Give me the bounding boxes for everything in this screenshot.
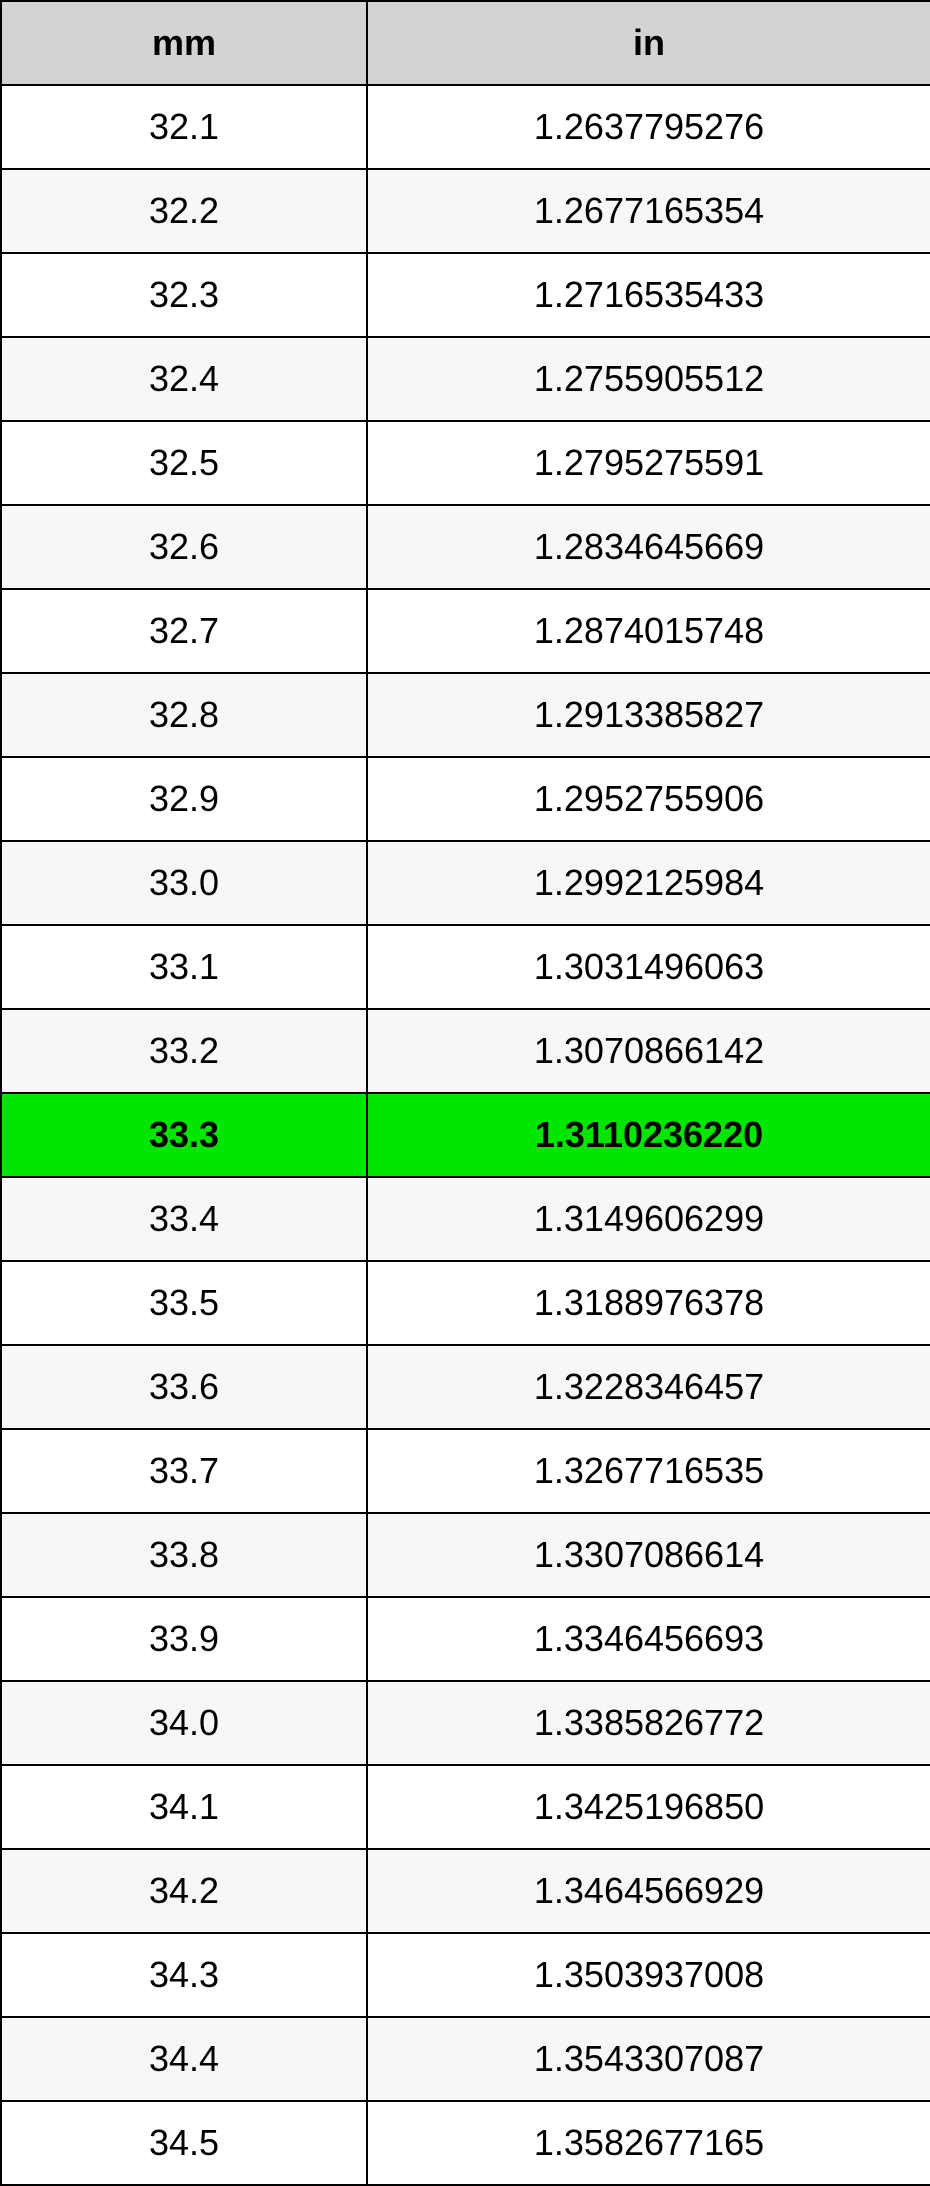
cell-mm: 33.4 [1,1177,367,1261]
cell-mm: 34.4 [1,2017,367,2101]
table-row: 33.61.3228346457 [1,1345,930,1429]
cell-in: 1.2637795276 [367,85,930,169]
cell-mm: 33.6 [1,1345,367,1429]
cell-mm: 32.7 [1,589,367,673]
table-row: 34.21.3464566929 [1,1849,930,1933]
cell-in: 1.3110236220 [367,1093,930,1177]
table-row: 34.01.3385826772 [1,1681,930,1765]
cell-in: 1.3582677165 [367,2101,930,2185]
column-header-in: in [367,1,930,85]
cell-mm: 32.3 [1,253,367,337]
table-row: 32.71.2874015748 [1,589,930,673]
table-row: 33.41.3149606299 [1,1177,930,1261]
column-header-mm: mm [1,1,367,85]
cell-mm: 33.1 [1,925,367,1009]
cell-mm: 32.6 [1,505,367,589]
cell-in: 1.3188976378 [367,1261,930,1345]
cell-mm: 33.3 [1,1093,367,1177]
cell-mm: 32.5 [1,421,367,505]
cell-mm: 34.2 [1,1849,367,1933]
conversion-table: mm in 32.11.263779527632.21.267716535432… [0,0,930,2186]
table-row: 34.51.3582677165 [1,2101,930,2185]
cell-mm: 34.1 [1,1765,367,1849]
cell-mm: 33.5 [1,1261,367,1345]
cell-in: 1.2677165354 [367,169,930,253]
cell-mm: 33.0 [1,841,367,925]
cell-in: 1.2992125984 [367,841,930,925]
conversion-table-container: mm in 32.11.263779527632.21.267716535432… [0,0,930,2186]
cell-in: 1.2952755906 [367,757,930,841]
table-row: 32.91.2952755906 [1,757,930,841]
table-row: 33.01.2992125984 [1,841,930,925]
table-row: 33.31.3110236220 [1,1093,930,1177]
cell-mm: 32.8 [1,673,367,757]
table-row: 33.81.3307086614 [1,1513,930,1597]
cell-mm: 33.8 [1,1513,367,1597]
cell-in: 1.2716535433 [367,253,930,337]
table-row: 32.21.2677165354 [1,169,930,253]
table-row: 32.81.2913385827 [1,673,930,757]
cell-in: 1.3070866142 [367,1009,930,1093]
cell-mm: 32.4 [1,337,367,421]
cell-mm: 34.0 [1,1681,367,1765]
cell-in: 1.3307086614 [367,1513,930,1597]
cell-mm: 34.3 [1,1933,367,2017]
table-row: 32.11.2637795276 [1,85,930,169]
table-body: 32.11.263779527632.21.267716535432.31.27… [1,85,930,2185]
table-row: 32.41.2755905512 [1,337,930,421]
table-row: 32.31.2716535433 [1,253,930,337]
table-row: 34.31.3503937008 [1,1933,930,2017]
cell-in: 1.2834645669 [367,505,930,589]
cell-mm: 32.9 [1,757,367,841]
cell-in: 1.3425196850 [367,1765,930,1849]
table-row: 34.41.3543307087 [1,2017,930,2101]
cell-in: 1.3503937008 [367,1933,930,2017]
cell-in: 1.2795275591 [367,421,930,505]
cell-mm: 34.5 [1,2101,367,2185]
table-row: 33.11.3031496063 [1,925,930,1009]
cell-mm: 33.2 [1,1009,367,1093]
table-row: 32.61.2834645669 [1,505,930,589]
cell-in: 1.2913385827 [367,673,930,757]
table-row: 33.91.3346456693 [1,1597,930,1681]
cell-in: 1.3543307087 [367,2017,930,2101]
table-row: 34.11.3425196850 [1,1765,930,1849]
cell-in: 1.3228346457 [367,1345,930,1429]
table-row: 33.71.3267716535 [1,1429,930,1513]
cell-in: 1.3385826772 [367,1681,930,1765]
cell-in: 1.2874015748 [367,589,930,673]
table-header-row: mm in [1,1,930,85]
table-row: 33.51.3188976378 [1,1261,930,1345]
cell-in: 1.3346456693 [367,1597,930,1681]
cell-in: 1.3031496063 [367,925,930,1009]
cell-in: 1.3149606299 [367,1177,930,1261]
cell-mm: 32.1 [1,85,367,169]
cell-in: 1.3464566929 [367,1849,930,1933]
cell-in: 1.3267716535 [367,1429,930,1513]
cell-mm: 32.2 [1,169,367,253]
table-row: 33.21.3070866142 [1,1009,930,1093]
table-row: 32.51.2795275591 [1,421,930,505]
cell-mm: 33.7 [1,1429,367,1513]
cell-in: 1.2755905512 [367,337,930,421]
cell-mm: 33.9 [1,1597,367,1681]
